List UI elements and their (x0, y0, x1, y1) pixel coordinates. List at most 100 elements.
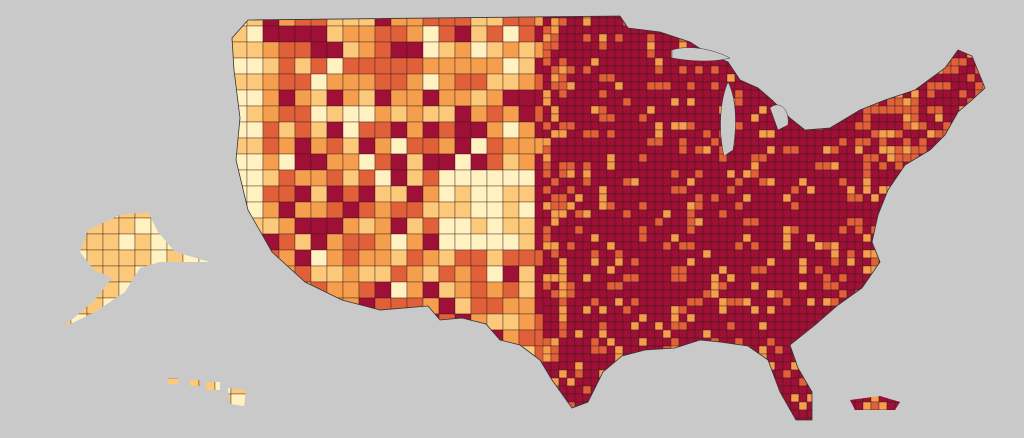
county (790, 145, 800, 155)
county (758, 129, 768, 139)
county (638, 257, 648, 267)
county (726, 73, 736, 83)
county (678, 89, 688, 99)
county (590, 73, 600, 83)
county (702, 273, 712, 283)
county (654, 33, 664, 43)
county (862, 249, 872, 259)
county (710, 81, 720, 91)
county (766, 225, 776, 235)
county (246, 137, 264, 155)
county (782, 225, 792, 235)
county (670, 233, 680, 243)
county (518, 249, 536, 267)
county (742, 297, 752, 307)
county (662, 305, 672, 315)
county (790, 177, 800, 187)
county (598, 345, 608, 355)
county (598, 337, 608, 347)
county (550, 121, 560, 131)
county (470, 265, 488, 283)
county (406, 25, 424, 43)
county (470, 217, 488, 235)
county (774, 217, 784, 227)
county (662, 113, 672, 123)
county (622, 273, 632, 283)
county (646, 129, 656, 139)
county (614, 137, 624, 147)
county (606, 321, 616, 331)
county (750, 233, 760, 243)
county (798, 249, 808, 259)
county (566, 97, 576, 107)
county (654, 329, 664, 339)
county (822, 233, 832, 243)
county (406, 153, 424, 171)
county (614, 281, 624, 291)
county (558, 25, 568, 35)
county (638, 233, 648, 243)
county (598, 281, 608, 291)
county (566, 89, 576, 99)
county (910, 145, 920, 155)
county (862, 177, 872, 187)
county (598, 49, 608, 59)
county (502, 217, 520, 235)
county (790, 201, 800, 211)
county (734, 265, 744, 275)
county (614, 265, 624, 275)
county (702, 153, 712, 163)
county (326, 169, 344, 187)
county (582, 33, 592, 43)
county (574, 153, 584, 163)
county (822, 161, 832, 171)
county (734, 217, 744, 227)
county (550, 281, 560, 291)
county (550, 193, 560, 203)
county (758, 105, 768, 115)
county (118, 249, 136, 267)
county (654, 217, 664, 227)
county (766, 257, 776, 267)
county (910, 129, 920, 139)
county (342, 281, 360, 299)
county (582, 73, 592, 83)
county (582, 97, 592, 107)
county (694, 145, 704, 155)
county (590, 233, 600, 243)
county (358, 265, 376, 283)
county (678, 313, 688, 323)
county (246, 57, 264, 75)
county (638, 273, 648, 283)
county (830, 217, 840, 227)
county (630, 177, 640, 187)
county (854, 137, 864, 147)
county (774, 369, 784, 379)
county (734, 225, 744, 235)
county (678, 97, 688, 107)
county (614, 201, 624, 211)
county (470, 89, 488, 107)
county (766, 273, 776, 283)
county (854, 113, 864, 123)
county (710, 97, 720, 107)
county (822, 129, 832, 139)
county (654, 145, 664, 155)
county (782, 129, 792, 139)
county (798, 225, 808, 235)
county (502, 297, 520, 315)
county (590, 89, 600, 99)
county (574, 145, 584, 155)
county (918, 89, 928, 99)
county (670, 89, 680, 99)
county (822, 145, 832, 155)
county (550, 65, 560, 75)
county (814, 161, 824, 171)
county (542, 41, 552, 51)
county (550, 17, 560, 27)
county (262, 217, 280, 235)
county (502, 313, 520, 331)
county (694, 281, 704, 291)
county (806, 233, 816, 243)
